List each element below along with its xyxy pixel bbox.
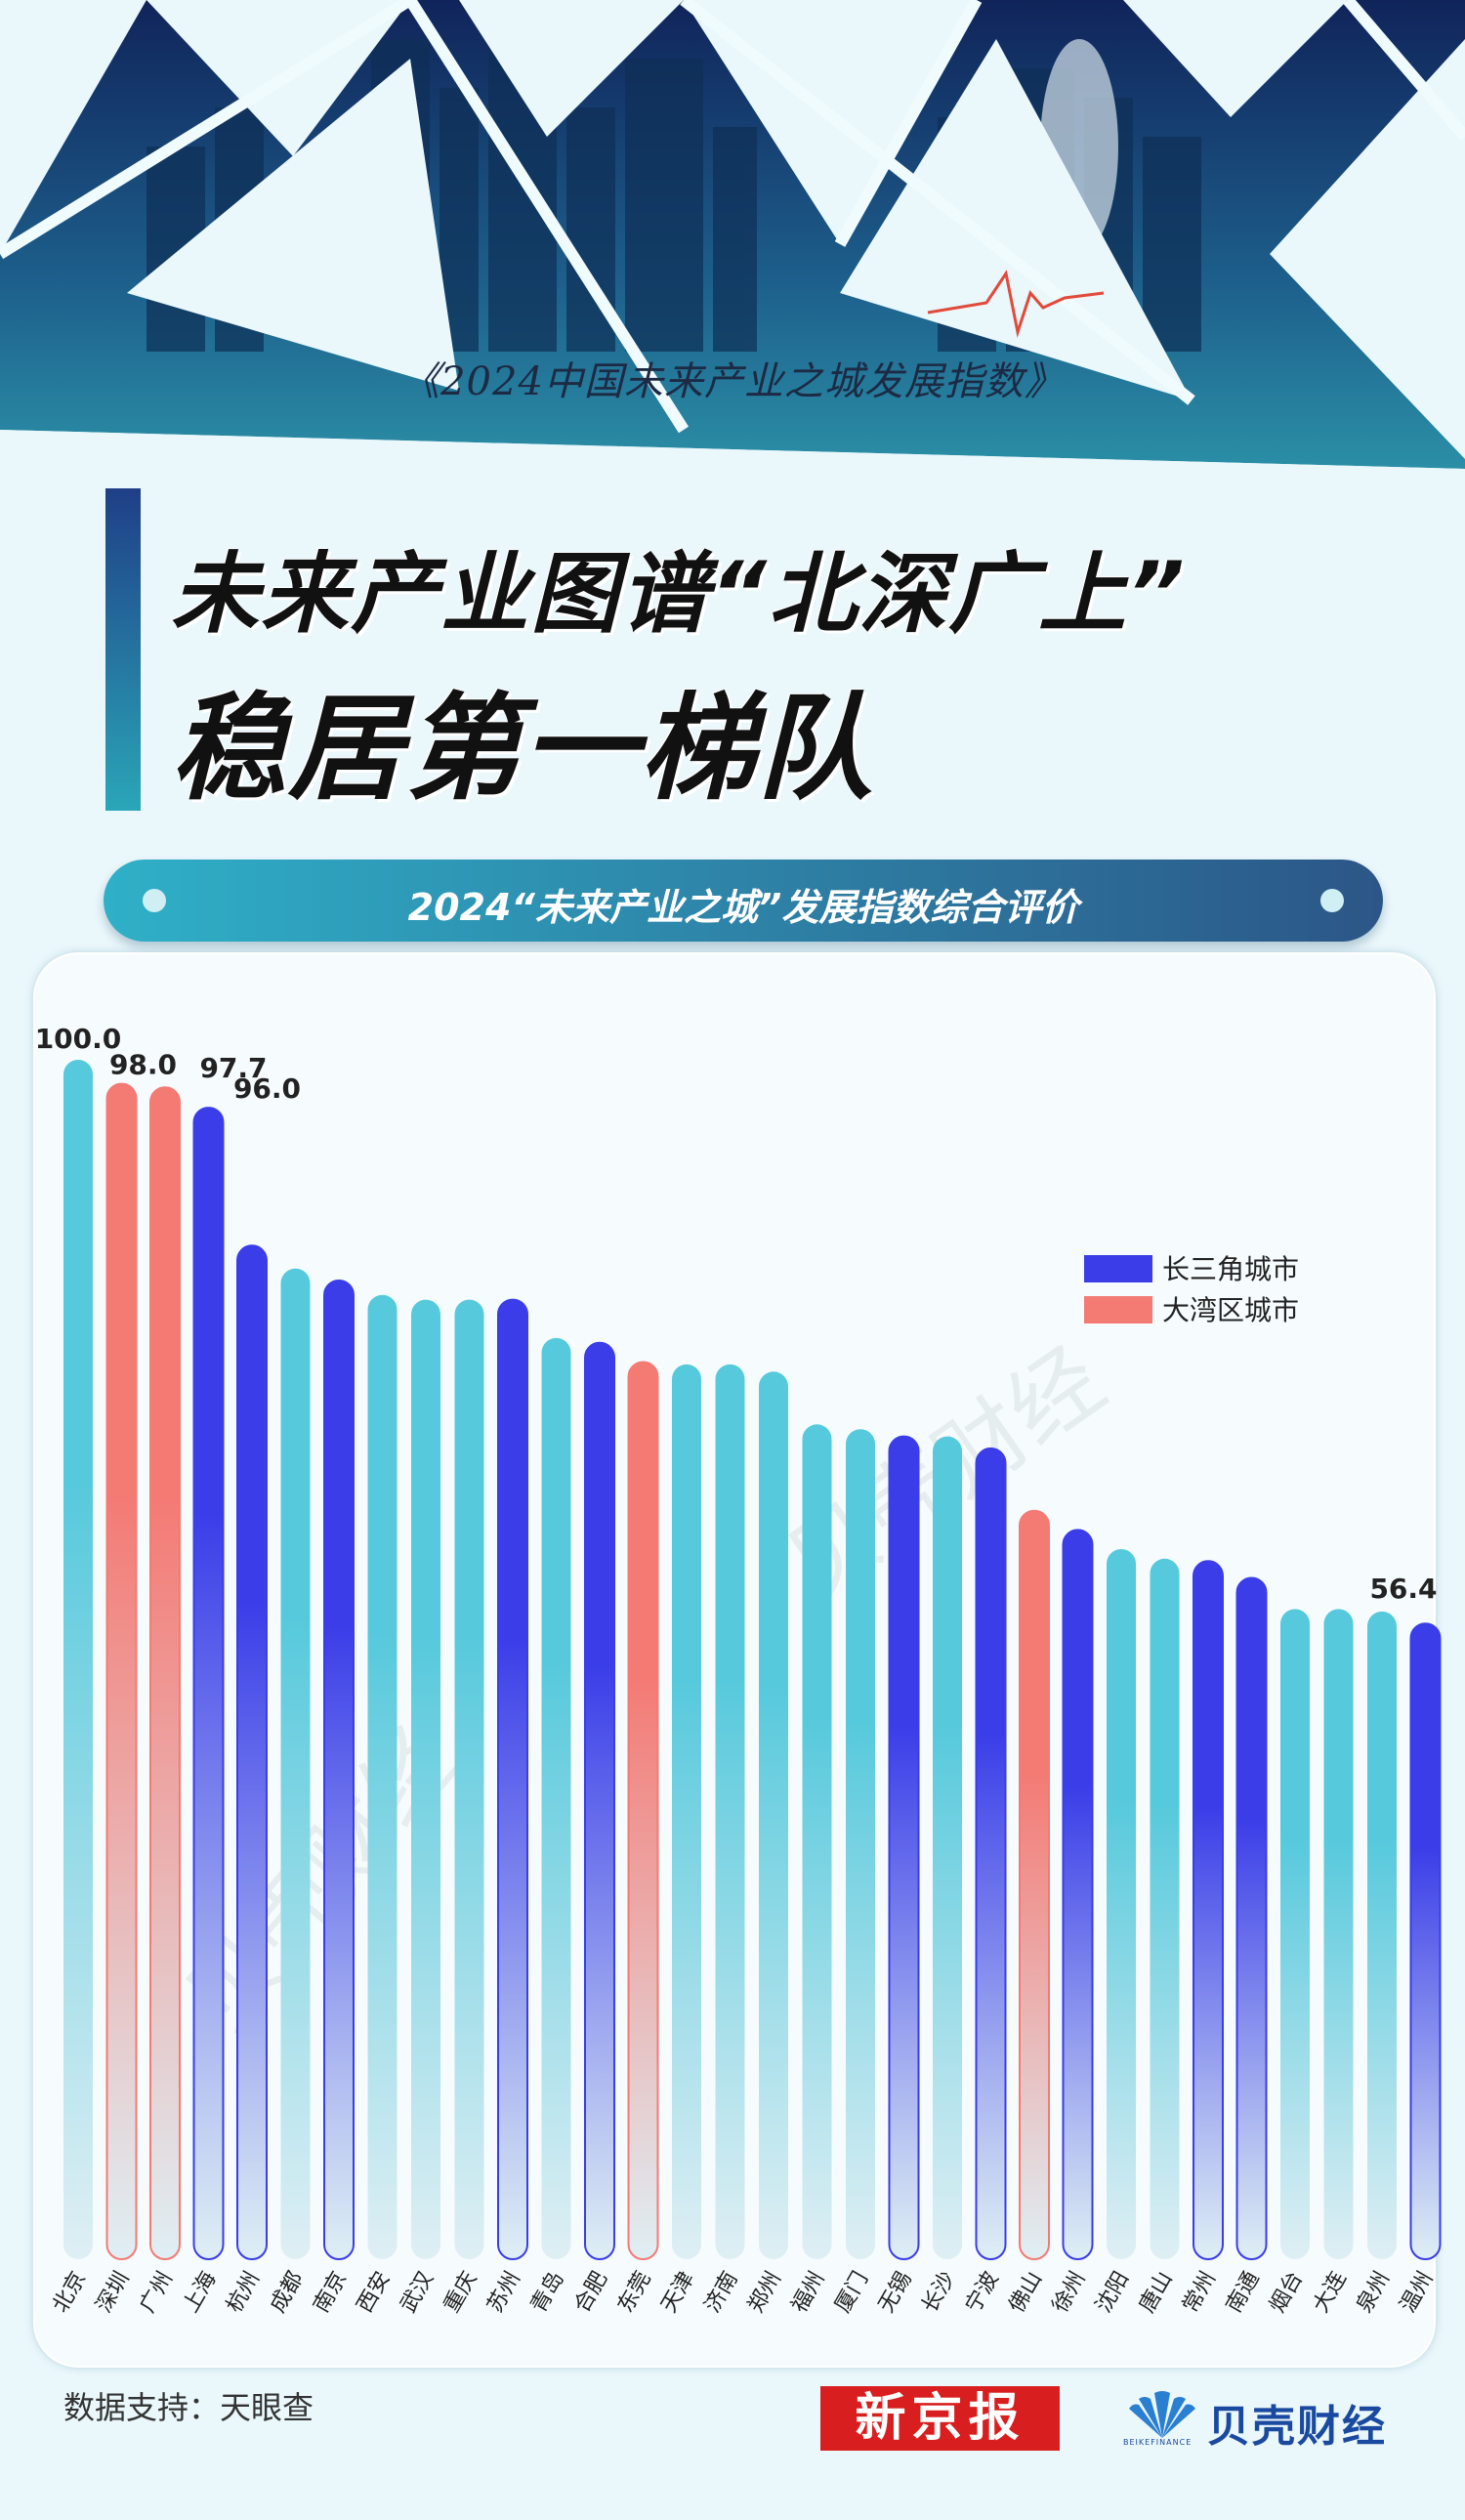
chart-header-label: 2024“未来产业之城”发展指数综合评价: [407, 886, 1079, 929]
x-tick-label: 南通: [1222, 2268, 1265, 2318]
bar-唐山: [1150, 1558, 1180, 2259]
x-tick-label: 济南: [700, 2268, 743, 2318]
headline-line-1: 未来产业图谱“北深广上”: [171, 543, 1187, 646]
bar-徐州: [1062, 1529, 1094, 2260]
bar-西安: [367, 1294, 398, 2259]
x-tick-label: 合肥: [570, 2268, 613, 2318]
legend-label-yangtze: 长三角城市: [1162, 1253, 1299, 1285]
x-tick-label: 天津: [657, 2268, 700, 2318]
x-tick-label: 杭州: [223, 2268, 266, 2318]
data-source: 数据支持：天眼查: [63, 2389, 314, 2426]
report-subtitle: 《2024中国未来产业之城发展指数》: [400, 359, 1065, 404]
bar-青岛: [541, 1337, 571, 2259]
x-tick-label: 重庆: [440, 2268, 482, 2318]
pill-dot-right: [1320, 889, 1344, 912]
pill-dot-left: [143, 889, 166, 912]
bar-苏州: [497, 1298, 528, 2260]
bar-天津: [672, 1364, 701, 2259]
bar-chart: 贝壳财经贝壳财经 北京 深圳 广州 上海 杭州 成都 南京 西安 武汉 重庆 苏州 青岛 合肥 东莞 天津济…: [35, 1023, 1442, 2318]
bar-常州: [1193, 1560, 1224, 2261]
beike-finance-text: 贝壳财经: [1207, 2402, 1387, 2452]
bar-温州: [1409, 1622, 1442, 2260]
bar-深圳: [105, 1082, 138, 2260]
x-tick-label: 沈阳: [1092, 2268, 1135, 2318]
data-label: 100.0: [35, 1023, 122, 1055]
x-tick-label: 上海: [179, 2268, 222, 2318]
x-tick-label: 宁波: [961, 2268, 1004, 2318]
x-tick-label: 无锡: [874, 2268, 917, 2318]
x-tick-label: 东莞: [613, 2268, 656, 2318]
bar-沈阳: [1107, 1549, 1136, 2259]
bar-无锡: [888, 1435, 920, 2260]
data-label: 97.7: [199, 1052, 267, 1084]
shell-icon: [1129, 2391, 1195, 2438]
bar-合肥: [584, 1341, 615, 2261]
bar-大连: [1323, 1609, 1354, 2259]
bar-宁波: [975, 1447, 1007, 2260]
x-tick-label: 烟台: [1266, 2268, 1309, 2318]
x-tick-label: 青岛: [526, 2268, 569, 2318]
x-tick-label: 福州: [787, 2268, 830, 2318]
data-label: 56.4: [1369, 1573, 1437, 1605]
bar-佛山: [1019, 1509, 1050, 2260]
bar-东莞: [627, 1361, 659, 2260]
header-city-graphic: [0, 0, 1465, 508]
x-tick-label: 苏州: [483, 2268, 526, 2318]
beike-finance-logo: 贝壳财经 BEIKEFINANCE: [1123, 2383, 1416, 2452]
legend-label-bay: 大湾区城市: [1162, 1294, 1299, 1326]
bar-厦门: [846, 1429, 875, 2259]
bar-广州: [149, 1086, 181, 2260]
x-tick-label: 徐州: [1048, 2268, 1091, 2318]
bar-南通: [1235, 1576, 1268, 2260]
bar-南京: [323, 1280, 355, 2260]
headline-line-2: 稳居第一梯队: [171, 681, 875, 816]
data-label: 96.0: [233, 1072, 301, 1105]
bar-北京: [63, 1060, 93, 2259]
bar-武汉: [411, 1299, 440, 2259]
x-tick-label: 郑州: [744, 2268, 787, 2318]
x-tick-label: 北京: [49, 2268, 92, 2318]
x-tick-label: 厦门: [831, 2268, 874, 2318]
x-tick-label: 常州: [1179, 2268, 1222, 2318]
beike-finance-subtext: BEIKEFINANCE: [1123, 2438, 1193, 2447]
bar-郑州: [759, 1371, 788, 2259]
bar-杭州: [236, 1244, 268, 2260]
x-tick-label: 唐山: [1135, 2268, 1178, 2318]
x-tick-label: 大连: [1309, 2268, 1352, 2318]
bar-上海: [192, 1107, 225, 2260]
x-tick-label: 成都: [266, 2268, 309, 2318]
x-tick-label: 广州: [136, 2268, 179, 2318]
bar-福州: [802, 1424, 832, 2259]
bar-济南: [715, 1364, 745, 2259]
x-tick-label: 西安: [353, 2268, 396, 2318]
x-tick-label: 长沙: [918, 2268, 961, 2318]
bar-成都: [280, 1268, 311, 2259]
bar-重庆: [454, 1299, 484, 2259]
x-tick-label: 泉州: [1353, 2268, 1396, 2318]
bar-长沙: [933, 1436, 962, 2259]
bar-烟台: [1280, 1609, 1310, 2259]
legend-swatch-yangtze: [1084, 1255, 1152, 1282]
chart-header-pill: 2024“未来产业之城”发展指数综合评价: [104, 860, 1383, 942]
bar-泉州: [1367, 1611, 1397, 2259]
x-tick-label: 深圳: [92, 2268, 135, 2318]
x-tick-label: 南京: [310, 2268, 353, 2318]
legend-swatch-bay: [1084, 1296, 1152, 1323]
xinjingbao-logo: 新京报: [820, 2386, 1060, 2451]
data-label: 98.0: [109, 1049, 177, 1081]
x-tick-label: 温州: [1396, 2268, 1439, 2318]
title-accent-bar: [105, 488, 141, 811]
x-tick-label: 佛山: [1005, 2268, 1048, 2318]
x-tick-label: 武汉: [397, 2268, 440, 2318]
